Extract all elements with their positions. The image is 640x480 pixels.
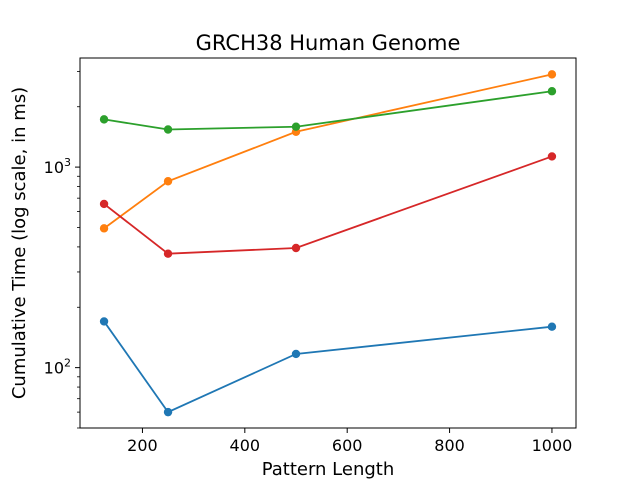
series-layer [99, 70, 557, 417]
series-3-line [103, 90, 553, 131]
y-axis-label: Cumulative Time (log scale, in ms) [9, 87, 30, 399]
series-2-point [547, 70, 557, 79]
x-axis-ticks: 200 400 600 800 1000 [127, 428, 572, 455]
x-tick-label: 400 [230, 436, 261, 455]
series-4-point [163, 249, 173, 258]
series-4-point [547, 152, 557, 161]
chart-title: GRCH38 Human Genome [196, 31, 461, 55]
series-1-point [291, 349, 301, 359]
x-tick-label: 1000 [532, 436, 573, 455]
series-2-line [103, 73, 553, 230]
plot-frame [79, 57, 577, 429]
x-tick-label: 200 [127, 436, 158, 455]
series-4-line [103, 155, 553, 255]
y-axis-ticks: 102 103 [44, 71, 80, 429]
y-tick-label: 103 [44, 156, 71, 177]
series-3-point [291, 122, 301, 131]
series-4-point [99, 199, 109, 209]
series-1-point [547, 322, 557, 331]
series-3-point [547, 87, 557, 96]
series-1-point [163, 407, 173, 417]
x-tick-label: 600 [332, 436, 363, 455]
series-2-point [99, 224, 109, 233]
y-tick-label: 102 [44, 357, 71, 378]
series-1-point [99, 317, 109, 326]
series-3-point [163, 125, 173, 134]
series-4-point [291, 243, 301, 253]
series-2-point [163, 177, 173, 186]
x-axis-label: Pattern Length [262, 459, 395, 480]
series-3-point [99, 115, 109, 124]
x-tick-label: 800 [434, 436, 465, 455]
series-1-line [103, 320, 553, 414]
